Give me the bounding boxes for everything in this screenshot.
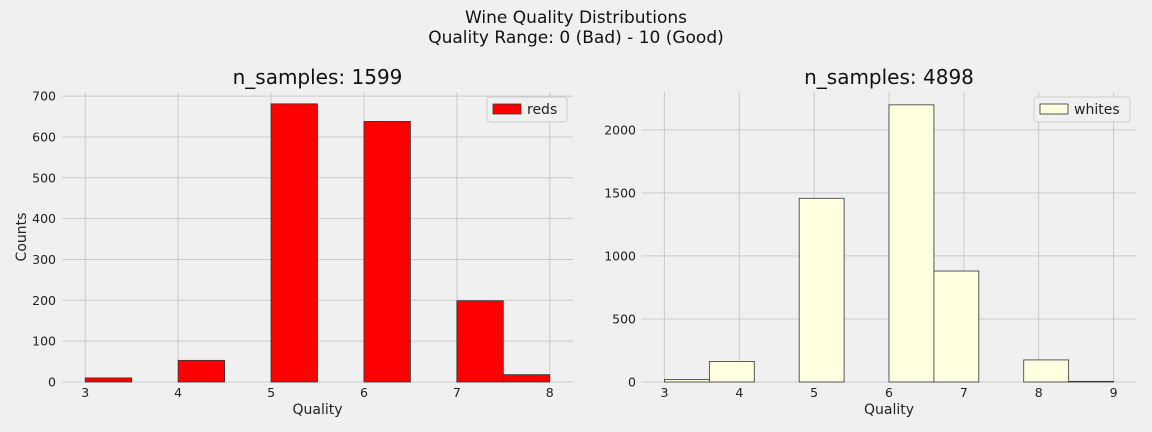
y-tick-label: 200: [32, 293, 56, 308]
y-tick-label: 600: [32, 129, 56, 144]
y-tick-label: 300: [32, 252, 56, 267]
histogram-bar: [270, 103, 318, 383]
figure-subtitle: Quality Range: 0 (Bad) - 10 (Good): [428, 28, 724, 48]
legend-label: reds: [527, 102, 557, 118]
subplot-title: n_samples: 4898: [804, 65, 974, 89]
legend-swatch: [492, 103, 522, 115]
x-axis-label: Quality: [292, 402, 342, 418]
histogram-bar: [798, 197, 845, 383]
histogram-bar: [664, 379, 710, 383]
x-tick-label: 7: [453, 385, 461, 400]
y-axis-label: Counts: [14, 213, 30, 262]
histogram-bar: [1023, 359, 1070, 383]
y-tick-label: 100: [32, 334, 56, 349]
x-tick-label: 5: [810, 385, 818, 400]
reds-histogram: 0 100 200 300 400 500 600 700 3 4 5 6 7 8 n_samples: 1…: [14, 65, 573, 418]
subplot-title: n_samples: 1599: [233, 65, 403, 89]
histogram-bar: [84, 377, 133, 383]
y-tick-label: 1000: [604, 248, 636, 263]
x-tick-label: 4: [174, 385, 182, 400]
y-tick-label: 1500: [604, 185, 636, 200]
x-tick-label: 3: [660, 385, 668, 400]
y-tick-label: 2000: [604, 122, 636, 137]
figure-title: Wine Quality Distributions: [465, 8, 687, 28]
x-tick-label: 9: [1110, 385, 1118, 400]
x-axis-label: Quality: [864, 402, 914, 418]
x-tick-label: 4: [735, 385, 743, 400]
y-tick-label: 500: [32, 170, 56, 185]
x-tick-label: 8: [546, 385, 554, 400]
x-tick-label: 6: [885, 385, 893, 400]
legend-swatch: [1039, 103, 1069, 115]
histogram-bar: [456, 300, 504, 383]
histogram-bar: [888, 104, 935, 383]
histogram-bar: [177, 359, 225, 383]
histogram-bar: [933, 270, 980, 383]
histogram-bar: [708, 361, 755, 383]
x-tick-label: 5: [267, 385, 275, 400]
histogram-bar: [502, 374, 551, 383]
y-tick-label: 500: [612, 311, 636, 326]
y-tick-label: 0: [628, 375, 636, 390]
x-tick-label: 8: [1035, 385, 1043, 400]
histogram-bar: [1068, 380, 1114, 383]
x-tick-label: 7: [960, 385, 968, 400]
x-tick-label: 3: [81, 385, 89, 400]
y-tick-label: 400: [32, 211, 56, 226]
x-tick-label: 6: [360, 385, 368, 400]
legend-label: whites: [1074, 102, 1120, 118]
legend-box: [486, 96, 568, 123]
whites-histogram: 0 500 1000 1500 2000 3 4 5 6 7 8 9 n_samples: 4898 Qu…: [604, 65, 1136, 418]
histogram-bar: [363, 121, 411, 383]
legend-box: [1033, 96, 1131, 123]
y-tick-label: 0: [48, 375, 56, 390]
y-tick-label: 700: [32, 89, 56, 104]
